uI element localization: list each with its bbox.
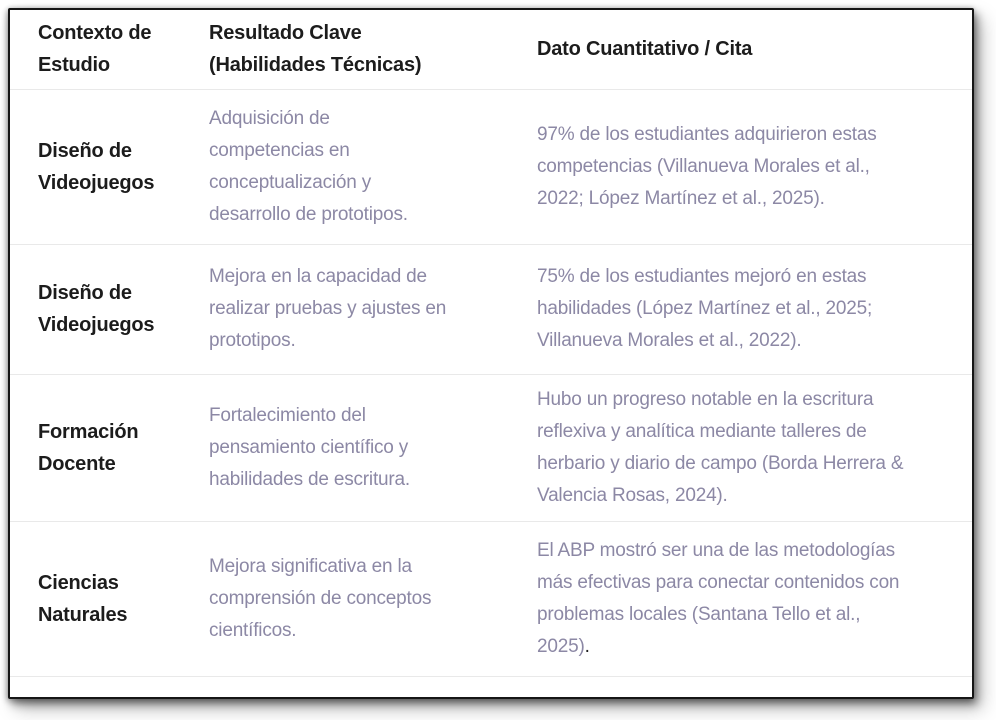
dato-text: El ABP mostró ser una de las metodología… (537, 539, 900, 657)
cell-contexto: Diseño de Videojuegos (10, 89, 200, 245)
page: Contexto de Estudio Resultado Clave (Hab… (8, 8, 974, 699)
column-header-dato: Dato Cuantitativo / Cita (530, 10, 972, 90)
column-header-contexto: Contexto de Estudio (10, 10, 200, 90)
cell-resultado: Mejora en la capacidad de realizar prueb… (200, 244, 530, 375)
header-row: Contexto de Estudio Resultado Clave (Hab… (10, 10, 972, 90)
table-row: Formación Docente Fortalecimiento del pe… (10, 374, 972, 522)
cell-dato: 75% de los estudiantes mejoró en estas h… (530, 244, 972, 375)
cell-resultado: Adquisición de competencias en conceptua… (200, 89, 530, 245)
dato-text: Hubo un progreso notable en la escritura… (537, 388, 904, 506)
cell-dato: Hubo un progreso notable en la escritura… (530, 374, 972, 522)
cell-contexto: Ciencias Naturales (10, 521, 200, 677)
dato-text: 75% de los estudiantes mejoró en estas h… (537, 266, 873, 351)
cell-resultado: Fortalecimiento del pensamiento científi… (200, 374, 530, 522)
results-table: Contexto de Estudio Resultado Clave (Hab… (10, 10, 972, 677)
table-row: Diseño de Videojuegos Mejora en la capac… (10, 244, 972, 375)
dato-suffix: . (584, 635, 590, 657)
dato-text: 97% de los estudiantes adquirieron estas… (537, 123, 877, 209)
column-header-resultado: Resultado Clave (Habilidades Técnicas) (200, 10, 530, 90)
cell-contexto: Diseño de Videojuegos (10, 244, 200, 375)
cell-contexto: Formación Docente (10, 374, 200, 522)
table-row: Ciencias Naturales Mejora significativa … (10, 521, 972, 677)
table-row: Diseño de Videojuegos Adquisición de com… (10, 89, 972, 245)
cell-resultado: Mejora significativa en la comprensión d… (200, 521, 530, 677)
cell-dato: El ABP mostró ser una de las metodología… (530, 521, 972, 677)
cell-dato: 97% de los estudiantes adquirieron estas… (530, 89, 972, 245)
